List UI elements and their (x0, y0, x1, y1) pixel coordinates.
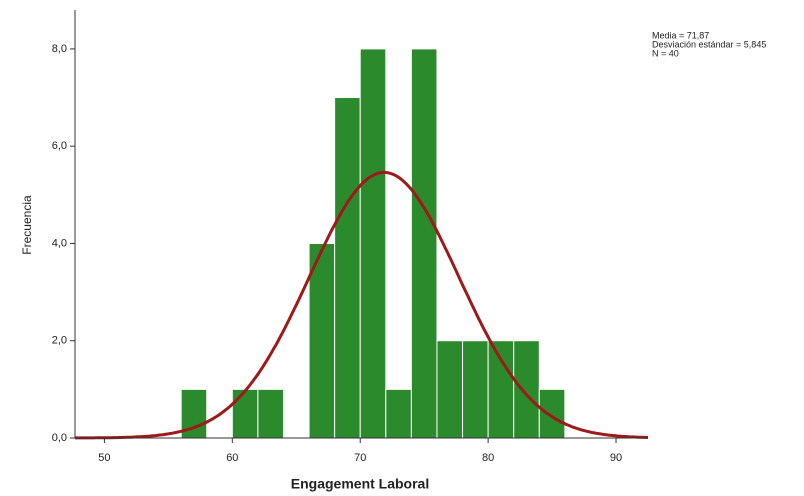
x-tick-label: 70 (354, 452, 366, 464)
normal-curve (75, 170, 649, 440)
y-tick-label: 0,0 (52, 432, 67, 444)
bar (462, 340, 489, 439)
y-tick-label: 8,0 (52, 43, 67, 55)
bar (257, 388, 284, 439)
bar (359, 48, 387, 439)
bar (410, 48, 438, 439)
y-axis-label: Frecuencia (20, 195, 34, 255)
bar (487, 340, 515, 439)
x-tick-label: 50 (98, 452, 110, 464)
bar (513, 340, 540, 439)
annotation: N = 40 (652, 48, 679, 58)
bar (385, 388, 412, 439)
bar (334, 97, 361, 439)
bar (538, 388, 566, 439)
y-tick-label: 2,0 (52, 335, 67, 347)
annotation: Media = 71,87 (652, 30, 709, 40)
y-tick-label: 4,0 (52, 237, 67, 249)
bar (436, 340, 464, 439)
x-tick-label: 90 (610, 452, 622, 464)
bar (308, 242, 336, 439)
annotation: Desviación estándar = 5,845 (652, 39, 766, 49)
bar (231, 388, 259, 439)
x-axis-label: Engagement Laboral (291, 476, 429, 492)
x-tick-label: 60 (226, 452, 238, 464)
x-tick-label: 80 (482, 452, 494, 464)
y-tick-label: 6,0 (52, 140, 67, 152)
